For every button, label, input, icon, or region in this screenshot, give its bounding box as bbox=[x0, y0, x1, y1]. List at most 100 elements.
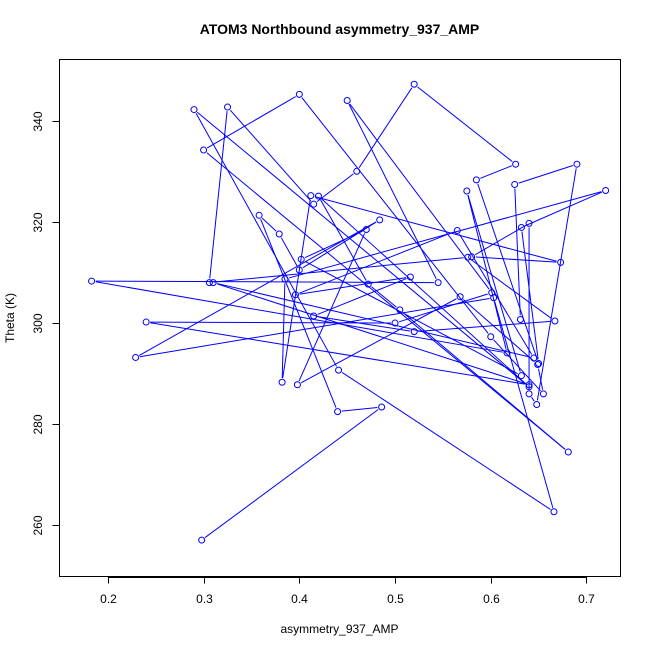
series-line-segment bbox=[358, 87, 413, 169]
series-line-segment bbox=[518, 165, 574, 184]
series-line-segment bbox=[301, 97, 489, 334]
series-line-segment bbox=[204, 409, 379, 538]
series-line-segment bbox=[349, 103, 490, 290]
data-point bbox=[200, 146, 208, 154]
data-point bbox=[132, 353, 140, 361]
data-point bbox=[573, 160, 581, 168]
data-point bbox=[410, 80, 418, 88]
plot-area-frame bbox=[59, 59, 621, 577]
series-line-segment bbox=[418, 320, 551, 332]
x-tick-label: 0.2 bbox=[100, 592, 117, 606]
data-point bbox=[88, 277, 96, 285]
data-point bbox=[198, 536, 206, 544]
data-point bbox=[468, 253, 476, 261]
y-tick-label: 320 bbox=[31, 212, 45, 232]
data-point bbox=[539, 390, 547, 398]
data-point bbox=[456, 293, 464, 301]
data-point bbox=[487, 333, 495, 341]
series-line-segment bbox=[150, 322, 525, 385]
data-point bbox=[353, 167, 361, 175]
data-point bbox=[602, 187, 610, 195]
series-line-segment bbox=[477, 183, 538, 360]
series-line-segment bbox=[317, 316, 411, 332]
series-line-segment bbox=[467, 194, 507, 349]
series-line-segment bbox=[514, 188, 521, 316]
data-point bbox=[511, 180, 519, 188]
series-line-segment bbox=[480, 165, 512, 179]
data-point bbox=[224, 103, 232, 111]
series-line-segment bbox=[536, 168, 577, 401]
data-point bbox=[295, 90, 303, 98]
y-axis-label: Theta (K) bbox=[3, 293, 17, 343]
data-point bbox=[255, 211, 263, 219]
data-point bbox=[281, 275, 289, 283]
data-point bbox=[525, 219, 533, 227]
data-point bbox=[517, 372, 525, 380]
y-tick-label: 280 bbox=[31, 414, 45, 434]
series-line-segment bbox=[195, 113, 337, 367]
series-line-segment bbox=[260, 219, 337, 408]
data-point bbox=[406, 273, 414, 281]
series-line-segment bbox=[213, 257, 464, 283]
series-line-segment bbox=[261, 217, 277, 232]
series-line-segment bbox=[398, 293, 488, 323]
series-line-segment bbox=[139, 221, 377, 356]
series-line-segment bbox=[348, 104, 437, 280]
data-point bbox=[205, 279, 213, 287]
series-line-segment bbox=[417, 86, 513, 163]
data-point bbox=[293, 381, 301, 389]
data-point bbox=[488, 289, 496, 297]
data-point bbox=[503, 349, 511, 357]
data-point bbox=[525, 381, 533, 389]
data-point bbox=[525, 390, 533, 398]
data-point bbox=[209, 279, 217, 287]
data-point bbox=[343, 96, 351, 104]
series-line-segment bbox=[206, 96, 296, 149]
x-tick-label: 0.6 bbox=[483, 592, 500, 606]
x-tick-label: 0.3 bbox=[196, 592, 213, 606]
data-point bbox=[434, 279, 442, 287]
data-point bbox=[551, 317, 559, 325]
series-line-segment bbox=[316, 173, 354, 203]
y-axis: 260 280 300 320 340 bbox=[31, 111, 60, 536]
x-axis: 0.2 0.3 0.4 0.5 0.6 0.7 bbox=[100, 576, 595, 606]
data-point bbox=[142, 318, 150, 326]
series-line-segment bbox=[462, 299, 535, 363]
y-tick-label: 340 bbox=[31, 111, 45, 131]
series-line-segment bbox=[475, 256, 557, 263]
data-point bbox=[512, 160, 520, 168]
series-line-segment bbox=[304, 230, 363, 259]
data-point bbox=[335, 366, 343, 374]
series-line-segment bbox=[371, 286, 397, 308]
series-line-segment bbox=[299, 231, 454, 294]
series-line-segment bbox=[282, 199, 311, 379]
data-point bbox=[550, 508, 558, 516]
series-line-segment bbox=[341, 371, 551, 510]
data-point bbox=[564, 448, 572, 456]
series-points bbox=[88, 80, 610, 544]
data-point bbox=[297, 255, 305, 263]
data-point bbox=[310, 200, 318, 208]
y-tick-label: 260 bbox=[31, 515, 45, 535]
data-point bbox=[314, 192, 322, 200]
x-tick-label: 0.5 bbox=[387, 592, 404, 606]
data-point bbox=[307, 192, 315, 200]
series-line-segment bbox=[150, 321, 391, 324]
series-line-segment bbox=[525, 191, 602, 227]
series-line-segment bbox=[302, 221, 377, 269]
data-point bbox=[291, 291, 299, 299]
series-line-segment bbox=[281, 283, 286, 379]
series-line-segment bbox=[288, 191, 602, 279]
series-line-segment bbox=[321, 198, 527, 385]
data-point bbox=[463, 187, 471, 195]
data-point bbox=[396, 306, 404, 314]
data-point bbox=[534, 361, 542, 369]
data-point bbox=[410, 328, 418, 336]
series-line-segment bbox=[470, 259, 552, 319]
data-point bbox=[535, 360, 543, 368]
data-point bbox=[530, 354, 538, 362]
series-line-segment bbox=[531, 396, 535, 402]
series-line-segment bbox=[206, 152, 566, 450]
series-line-segment bbox=[196, 111, 527, 385]
data-point bbox=[516, 316, 524, 324]
